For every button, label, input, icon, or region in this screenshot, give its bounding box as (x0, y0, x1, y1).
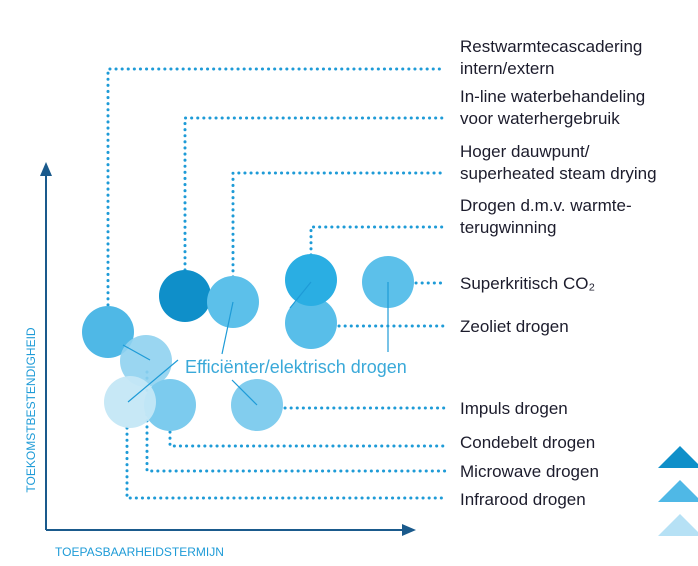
label: Condebelt drogen (460, 433, 595, 452)
legend-triangle (658, 480, 698, 502)
center-label: Efficiënter/elektrisch drogen (185, 357, 407, 377)
label: Drogen d.m.v. warmte- (460, 196, 632, 215)
label: Infrarood drogen (460, 490, 586, 509)
label: intern/extern (460, 59, 555, 78)
label: Impuls drogen (460, 399, 568, 418)
label: Microwave drogen (460, 462, 599, 481)
x-arrow (402, 524, 416, 536)
circle (82, 306, 134, 358)
circles (82, 254, 414, 431)
label: Restwarmtecascadering (460, 37, 642, 56)
connectors (106, 67, 447, 500)
pointer (122, 344, 151, 361)
pointers (122, 281, 389, 406)
x-axis-label: TOEPASBAARHEIDSTERMIJN (55, 545, 224, 559)
connector (145, 370, 447, 473)
label: In-line waterbehandeling (460, 87, 645, 106)
pointer (231, 379, 258, 406)
pointer (289, 281, 312, 309)
labels: Restwarmtecascadering intern/extern In-lin… (460, 37, 657, 509)
y-axis-label: TOEKOMSTBESTENDIGHEID (24, 327, 38, 492)
label: Zeoliet drogen (460, 317, 569, 336)
label: terugwinning (460, 218, 556, 237)
pointer (127, 359, 179, 403)
circle (144, 379, 196, 431)
label: Superkritisch CO₂ (460, 274, 595, 293)
axes (40, 162, 416, 536)
legend-triangle (658, 514, 698, 536)
connector (106, 67, 447, 307)
connector (168, 430, 447, 448)
circle (285, 254, 337, 306)
circle (159, 270, 211, 322)
y-arrow (40, 162, 52, 176)
circle (120, 335, 172, 387)
circle (285, 297, 337, 349)
connector (231, 171, 447, 279)
legend-triangle (658, 446, 698, 468)
connector (125, 426, 447, 500)
connector (309, 225, 447, 257)
connector (183, 116, 447, 272)
pointer (221, 301, 234, 355)
label: superheated steam drying (460, 164, 657, 183)
label: voor waterhergebruik (460, 109, 620, 128)
circle (104, 376, 156, 428)
label: Hoger dauwpunt/ (460, 142, 590, 161)
